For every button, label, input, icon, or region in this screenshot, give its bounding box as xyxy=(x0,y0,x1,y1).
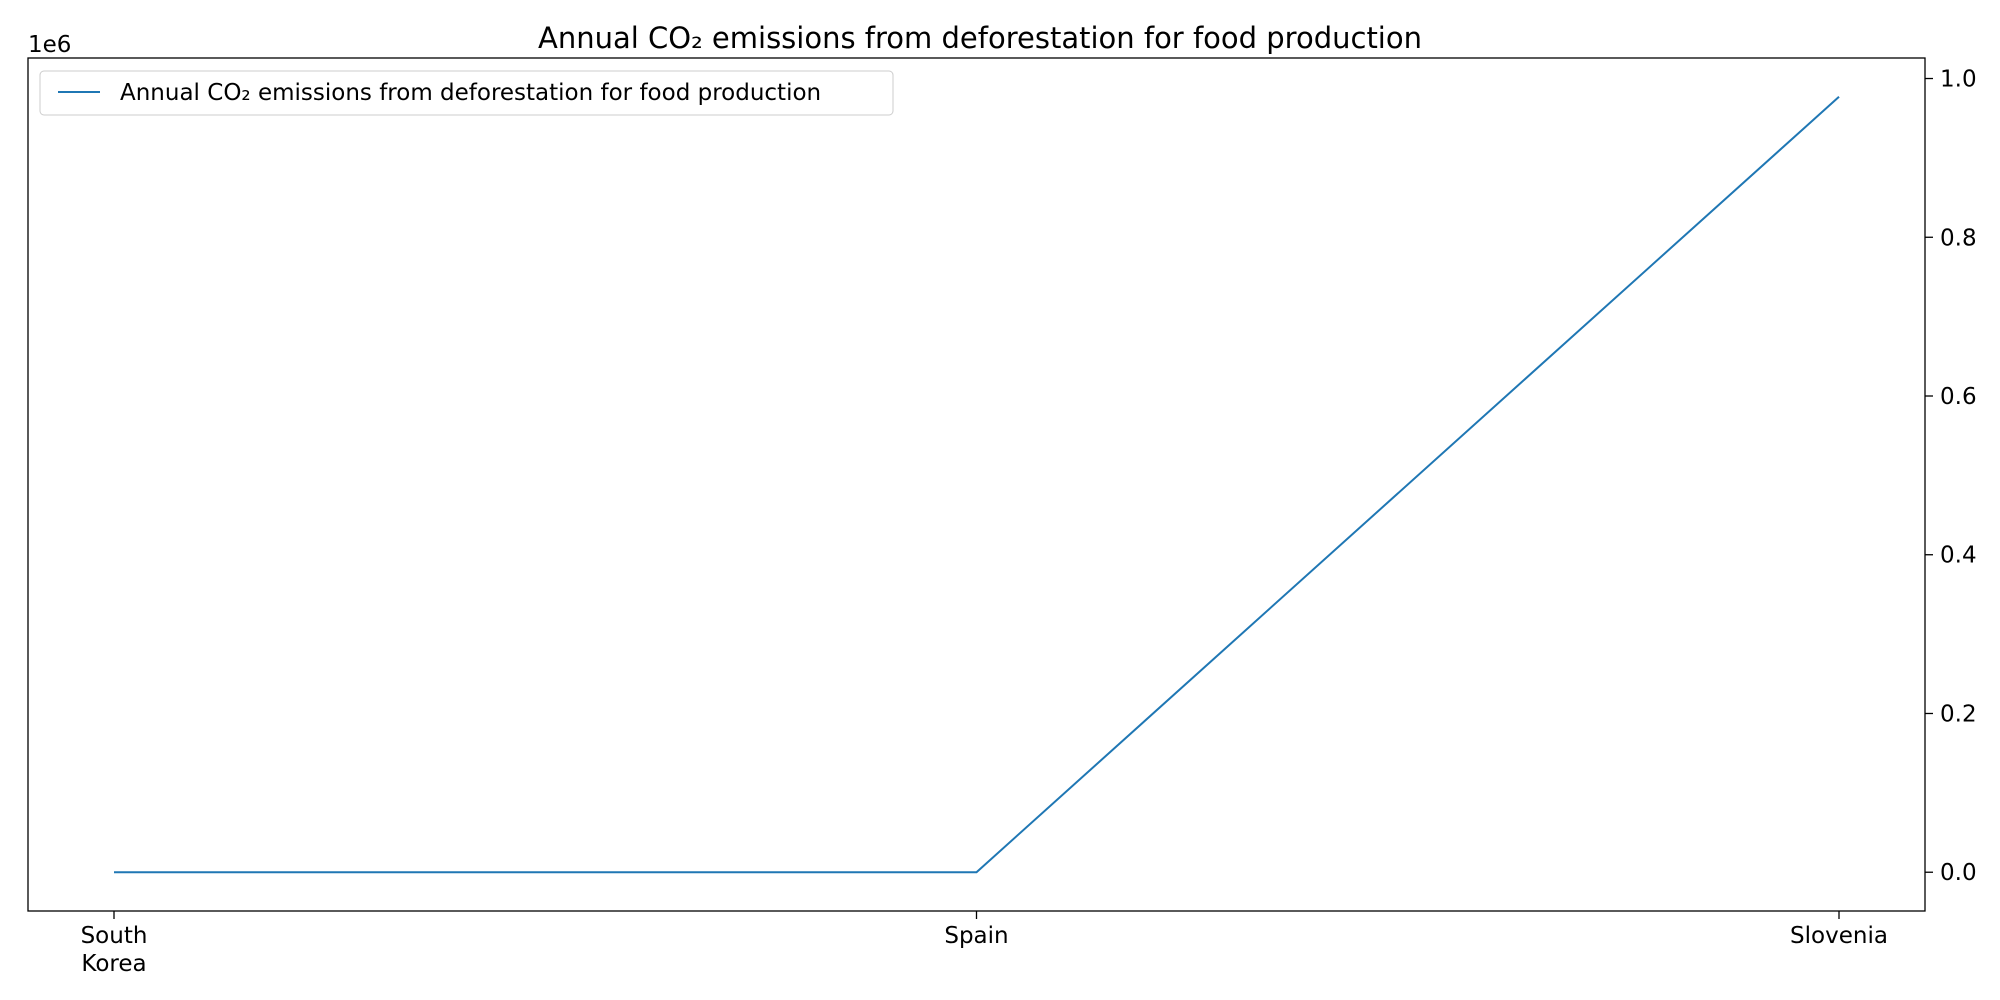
x-tick-label: South Korea xyxy=(81,923,148,977)
y-tick-label: 0.0 xyxy=(1940,860,1977,886)
y-tick-label: 1.0 xyxy=(1940,67,1977,93)
legend-box xyxy=(39,70,894,116)
y-axis: 0.0 0.2 0.4 0.6 0.8 1.0 xyxy=(1925,67,1977,886)
y-tick-label: 0.8 xyxy=(1940,225,1977,251)
y-axis-offset-label: 1e6 xyxy=(28,32,71,58)
legend-label: Annual CO₂ emissions from deforestation … xyxy=(120,80,821,106)
series-line xyxy=(114,96,1840,874)
y-tick-label: 0.2 xyxy=(1940,701,1977,727)
y-tick-label: 0.6 xyxy=(1940,384,1977,410)
chart-title: Annual CO₂ emissions from deforestation … xyxy=(538,21,1422,55)
plot-area xyxy=(114,96,1840,874)
legend: Annual CO₂ emissions from deforestation … xyxy=(39,70,894,116)
y-tick-label: 0.4 xyxy=(1940,543,1977,569)
x-tick-label: Spain xyxy=(944,923,1008,949)
x-tick-label: Slovenia xyxy=(1790,923,1888,949)
x-axis: South Korea Spain Slovenia xyxy=(81,911,1888,977)
